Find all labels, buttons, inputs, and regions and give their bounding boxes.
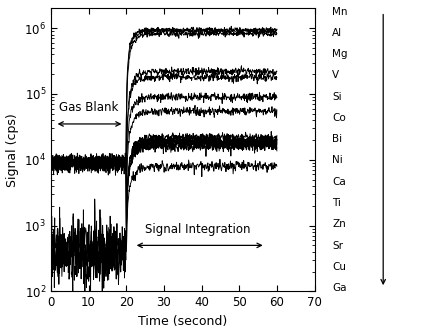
X-axis label: Time (second): Time (second) [138,315,227,328]
Text: Signal Integration: Signal Integration [145,223,251,236]
Text: Ga: Ga [332,283,347,293]
Text: Ni: Ni [332,156,343,166]
Text: Bi: Bi [332,134,342,144]
Text: Mg: Mg [332,49,348,59]
Text: Sr: Sr [332,240,343,250]
Text: Gas Blank: Gas Blank [59,101,118,114]
Text: Cu: Cu [332,262,346,272]
Y-axis label: Signal (cps): Signal (cps) [6,113,19,187]
Text: Zn: Zn [332,219,346,229]
Text: Ti: Ti [332,198,341,208]
Text: Ca: Ca [332,177,346,187]
Text: Al: Al [332,28,342,38]
Text: V: V [332,71,339,81]
Text: Co: Co [332,113,346,123]
Text: Si: Si [332,92,342,102]
Text: Mn: Mn [332,7,348,17]
